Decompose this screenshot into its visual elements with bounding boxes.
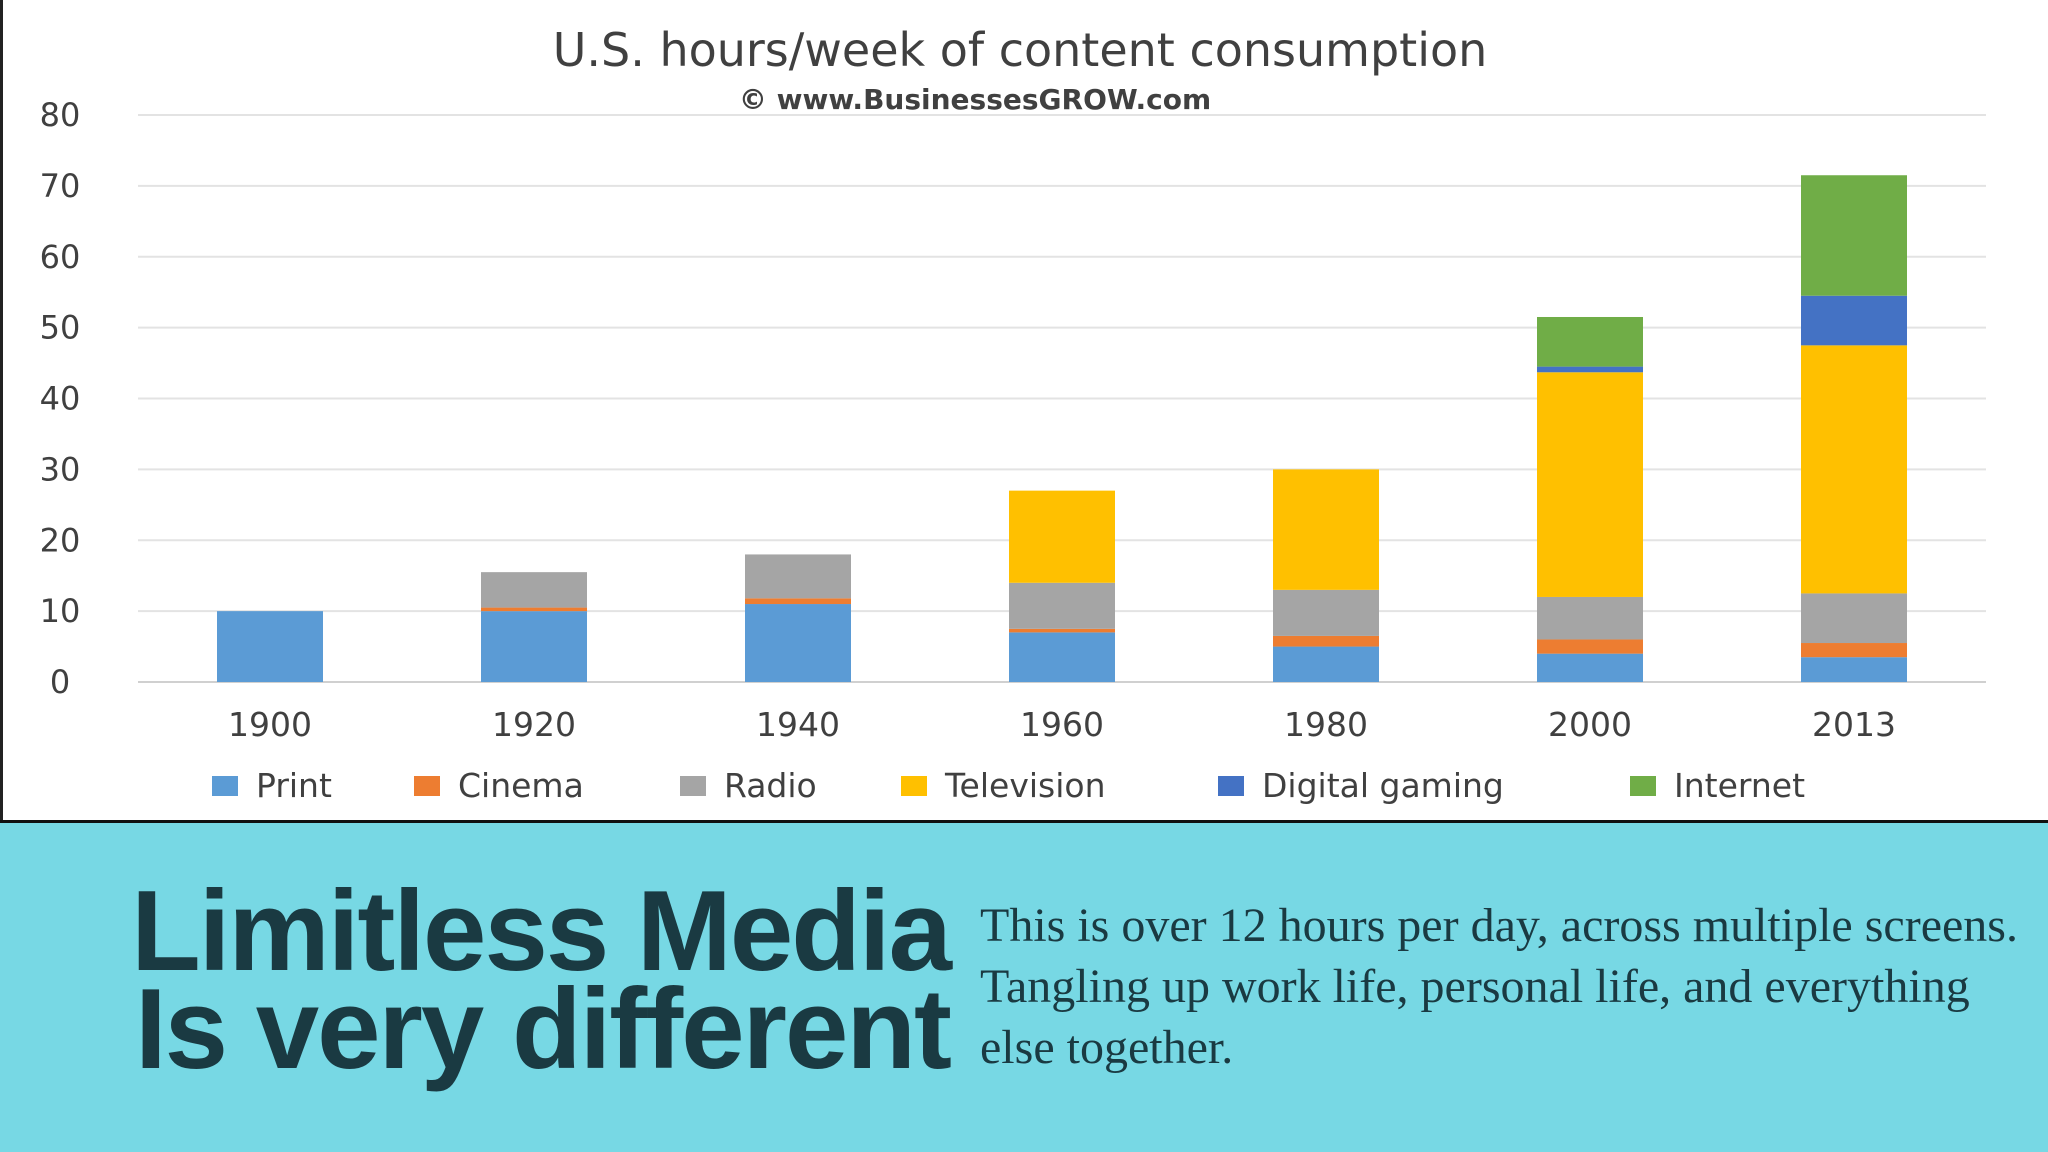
bar-segment	[1537, 596, 1643, 640]
bar-segment	[1273, 635, 1379, 647]
chart-subtitle: © www.BusinessesGROW.com	[739, 83, 1211, 116]
headline-line-2: Is very different	[135, 966, 952, 1093]
bar-segment	[1273, 589, 1379, 636]
y-tick-label: 50	[40, 309, 81, 347]
bar-segment	[1009, 628, 1115, 633]
bar-segment	[217, 611, 323, 682]
bar-segment	[1009, 490, 1115, 583]
legend-label: Television	[944, 766, 1106, 805]
body-text: This is over 12 hours per day, across mu…	[980, 899, 2018, 1074]
bars	[217, 175, 1907, 682]
bar-segment	[1537, 653, 1643, 682]
bar-segment	[1801, 345, 1907, 594]
y-tick-label: 10	[40, 592, 81, 630]
legend-swatch	[414, 776, 440, 796]
legend-label: Digital gaming	[1262, 766, 1504, 805]
x-tick-label: 1940	[756, 705, 840, 744]
bar-segment	[1801, 643, 1907, 658]
bar-segment	[1801, 175, 1907, 296]
y-tick-label: 0	[50, 663, 70, 701]
y-tick-label: 20	[40, 521, 81, 559]
bar-segment	[1801, 657, 1907, 682]
bar-segment	[745, 598, 851, 605]
bar-segment	[481, 572, 587, 608]
stacked-bar-chart: U.S. hours/week of content consumption ©…	[40, 23, 1986, 805]
legend-swatch	[680, 776, 706, 796]
y-tick-label: 80	[40, 96, 81, 134]
bar-segment	[1537, 372, 1643, 597]
legend-swatch	[901, 776, 927, 796]
bar-segment	[1537, 366, 1643, 373]
y-axis: 0 10 20 30 40 50 60 70 80	[40, 96, 81, 701]
bar-segment	[745, 554, 851, 599]
legend-swatch	[212, 776, 238, 796]
x-tick-label: 1900	[228, 705, 312, 744]
x-tick-label: 2013	[1812, 705, 1896, 744]
legend-label: Print	[256, 766, 332, 805]
x-tick-label: 1980	[1284, 705, 1368, 744]
legend-label: Radio	[724, 766, 817, 805]
x-tick-label: 2000	[1548, 705, 1632, 744]
legend-swatch	[1630, 776, 1656, 796]
x-tick-label: 1960	[1020, 705, 1104, 744]
y-tick-label: 60	[40, 238, 81, 276]
chart-panel: U.S. hours/week of content consumption ©…	[0, 0, 2048, 823]
bar-segment	[1009, 582, 1115, 629]
y-tick-label: 30	[40, 450, 81, 488]
bar-segment	[1801, 593, 1907, 644]
gridlines	[138, 114, 1986, 683]
bar-segment	[745, 604, 851, 682]
headline: Limitless Media Is very different	[80, 868, 952, 1093]
x-tick-label: 1920	[492, 705, 576, 744]
bar-segment	[1801, 295, 1907, 346]
x-axis: 1900 1920 1940 1960 1980 2000 2013	[228, 705, 1896, 744]
headline-line-1: Limitless Media	[131, 868, 952, 995]
chart-title: U.S. hours/week of content consumption	[553, 23, 1488, 77]
y-tick-label: 70	[40, 167, 81, 205]
bar-segment	[1273, 469, 1379, 590]
legend-label: Cinema	[458, 766, 584, 805]
y-tick-label: 40	[40, 380, 81, 418]
bar-segment	[1009, 632, 1115, 682]
bar-segment	[1273, 646, 1379, 682]
bar-segment	[481, 607, 587, 612]
bar-segment	[1537, 316, 1643, 367]
caption-panel: Limitless Media Is very different This i…	[0, 823, 2048, 1152]
legend-label: Internet	[1674, 766, 1805, 805]
bar-segment	[481, 611, 587, 682]
legend-swatch	[1218, 776, 1244, 796]
bar-segment	[1537, 639, 1643, 654]
legend: Print Cinema Radio Television Digital gaming…	[212, 766, 1805, 805]
